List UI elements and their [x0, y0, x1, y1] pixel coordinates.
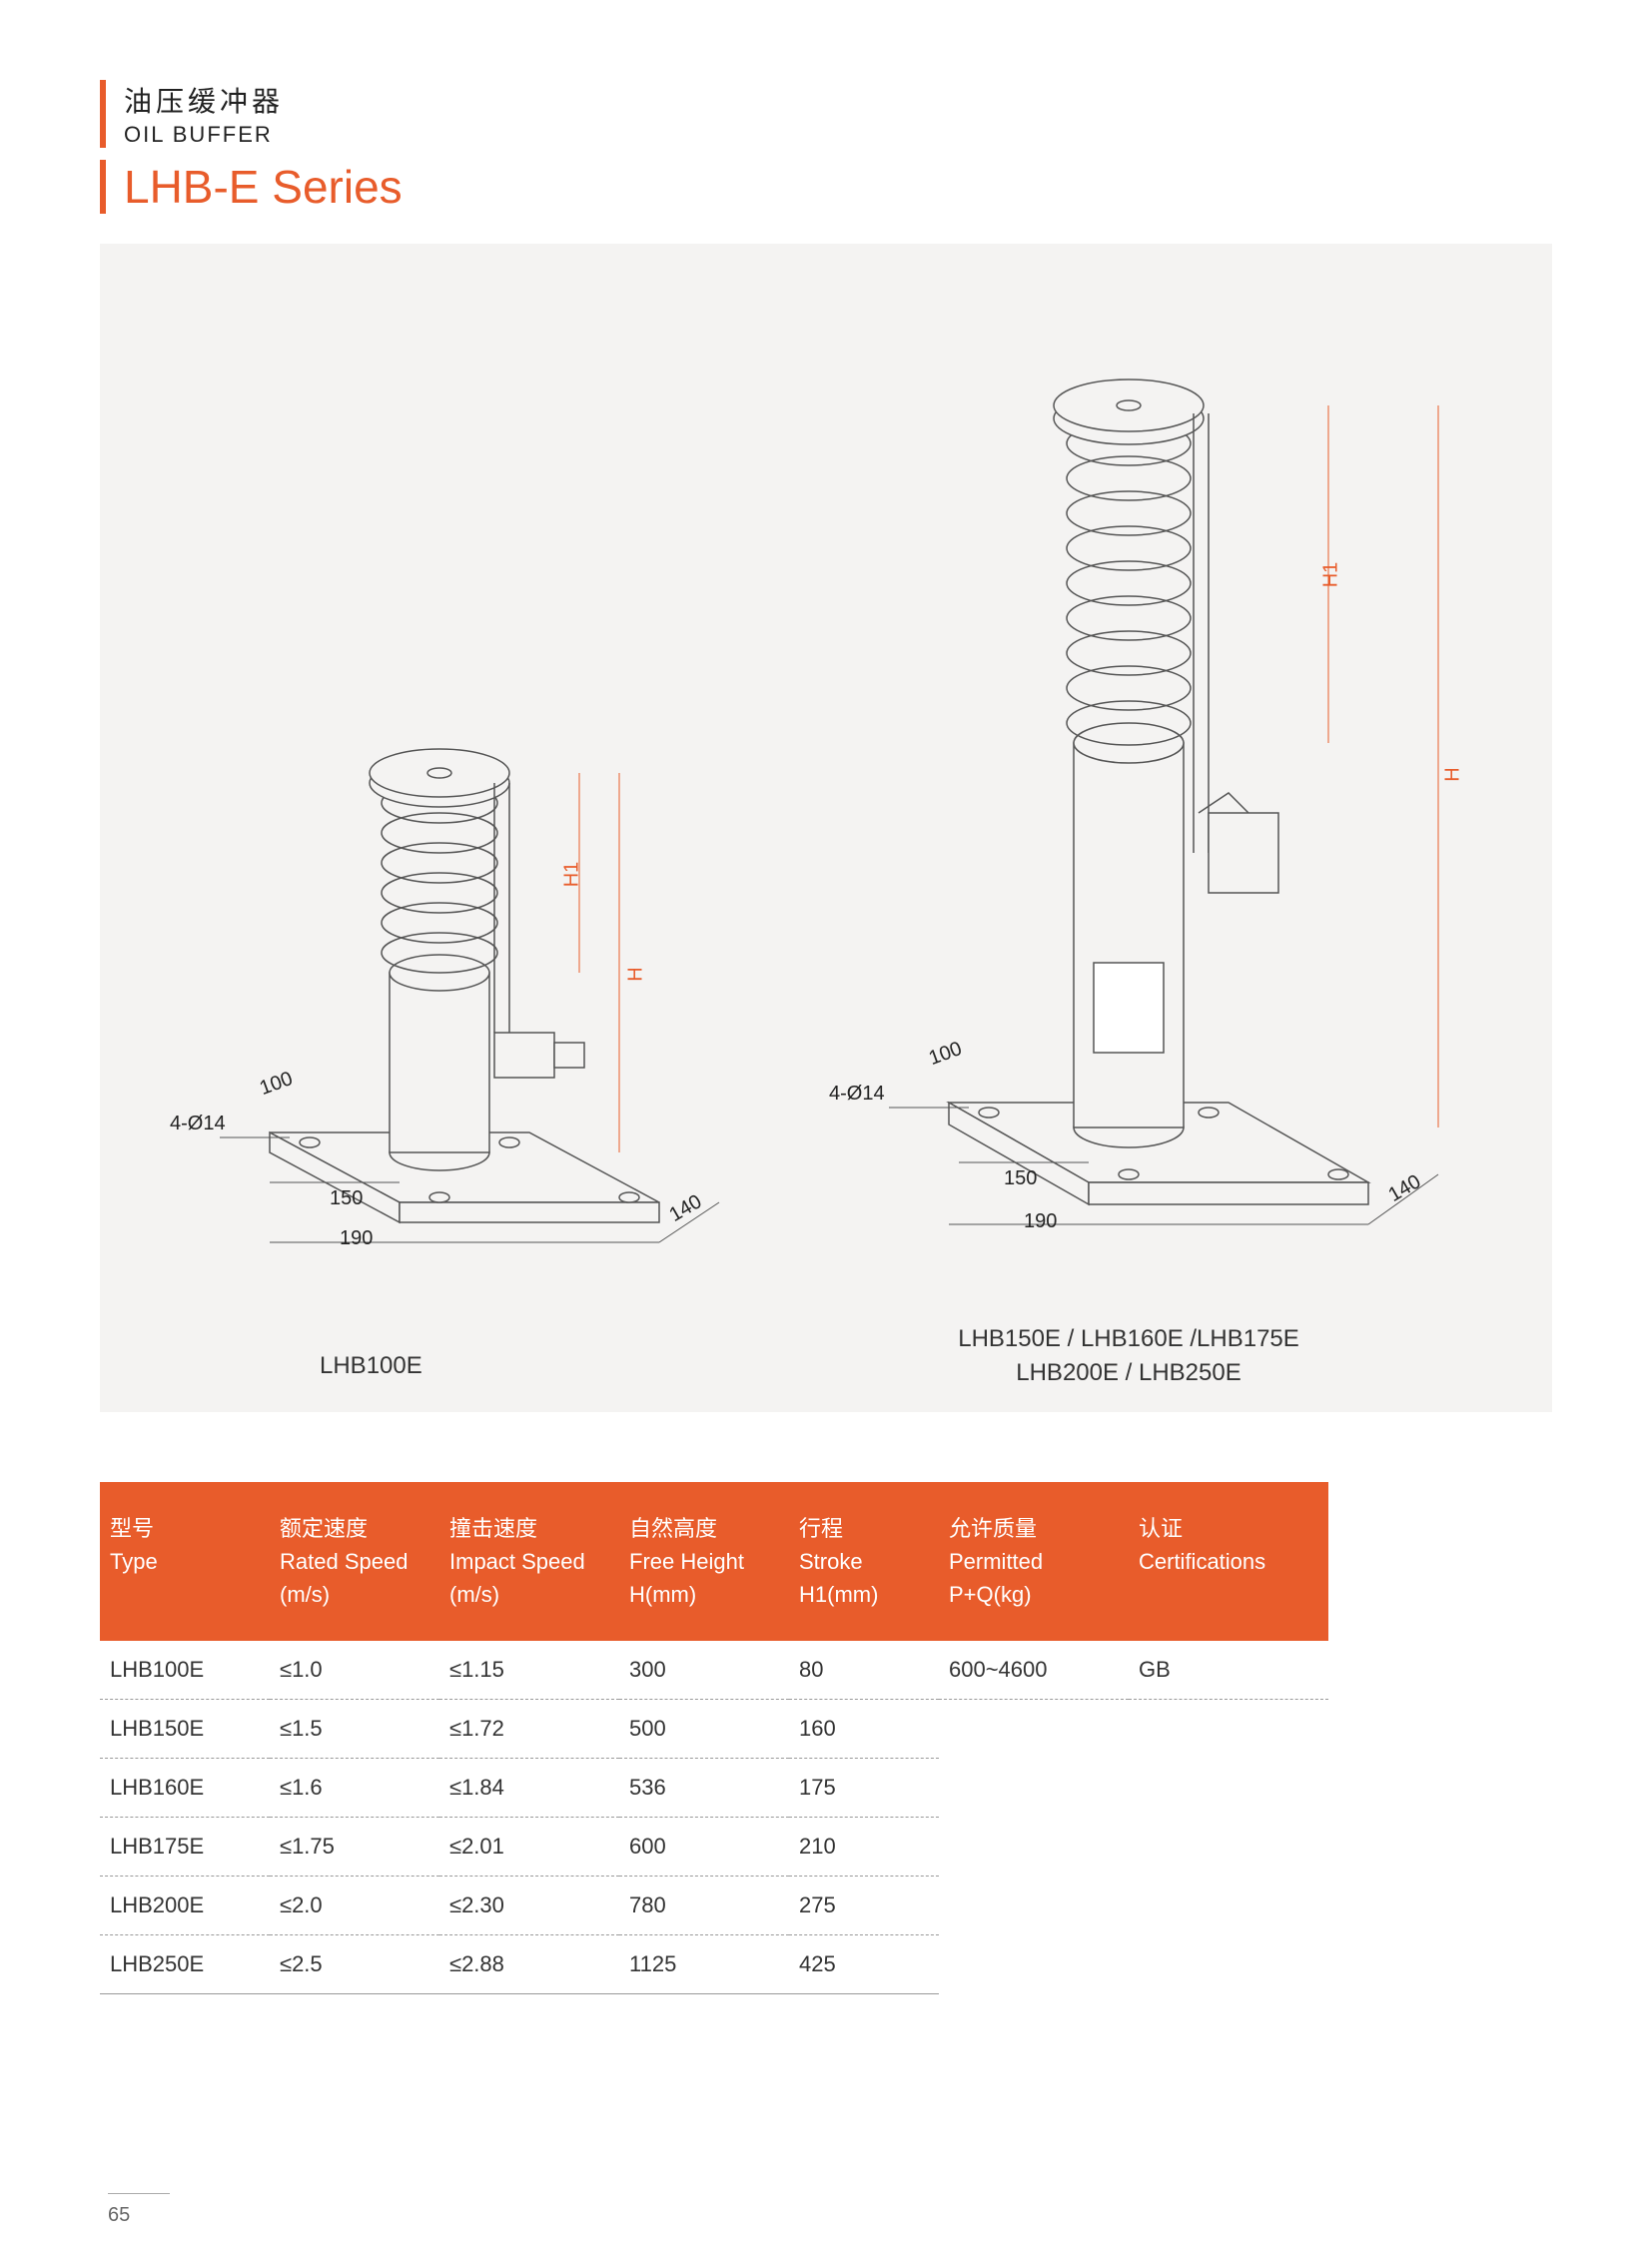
table-cell: ≤2.88 [439, 1935, 619, 1994]
th-cn: 型号 [110, 1512, 260, 1545]
th-en: Impact Speed [449, 1545, 609, 1578]
caption-right-line1: LHB150E / LHB160E /LHB175E [899, 1322, 1358, 1356]
series-title: LHB-E Series [100, 160, 1552, 214]
diagram-lhb100e: 4-Ø14 100 150 190 140 H H1 [160, 643, 759, 1287]
table-header: 认证Certifications [1129, 1482, 1328, 1641]
th-en: Stroke [799, 1545, 929, 1578]
spec-table: 型号Type额定速度Rated Speed(m/s)撞击速度Impact Spe… [100, 1482, 1552, 1994]
table-cell: ≤1.5 [270, 1700, 439, 1759]
table-cell: ≤2.01 [439, 1818, 619, 1877]
th-cn: 认证 [1139, 1512, 1318, 1545]
th-en: Permitted [949, 1545, 1119, 1578]
table-cell: ≤1.0 [270, 1641, 439, 1700]
table-cell: ≤2.30 [439, 1877, 619, 1935]
caption-right: LHB150E / LHB160E /LHB175E LHB200E / LHB… [899, 1322, 1358, 1389]
table-cell [1129, 1759, 1328, 1818]
dim-190-right: 190 [1024, 1210, 1057, 1233]
table-cell: LHB200E [100, 1877, 270, 1935]
th-en: Rated Speed [280, 1545, 429, 1578]
caption-left: LHB100E [320, 1352, 422, 1380]
table-header: 型号Type [100, 1482, 270, 1641]
table-header: 行程StrokeH1(mm) [789, 1482, 939, 1641]
table-cell: 210 [789, 1818, 939, 1877]
th-cn: 额定速度 [280, 1512, 429, 1545]
table-cell: LHB160E [100, 1759, 270, 1818]
th-unit: (m/s) [449, 1578, 609, 1611]
table-cell: 536 [619, 1759, 789, 1818]
table-cell: ≤1.75 [270, 1818, 439, 1877]
table-cell: 600 [619, 1818, 789, 1877]
table-cell: 160 [789, 1700, 939, 1759]
dim-hole-left: 4-Ø14 [170, 1113, 226, 1135]
table-cell: ≤2.5 [270, 1935, 439, 1994]
page-number: 65 [108, 2193, 170, 2227]
th-cn: 行程 [799, 1512, 929, 1545]
table-cell: 425 [789, 1935, 939, 1994]
table-cell [939, 1700, 1129, 1759]
table-cell: 600~4600 [939, 1641, 1129, 1700]
dim-H-right: H [1442, 767, 1465, 781]
table-cell: LHB250E [100, 1935, 270, 1994]
table-cell: LHB100E [100, 1641, 270, 1700]
dim-H1-right: H1 [1319, 562, 1342, 588]
dim-hole-right: 4-Ø14 [829, 1083, 885, 1106]
table-cell: LHB175E [100, 1818, 270, 1877]
table-cell: ≤1.6 [270, 1759, 439, 1818]
table-header: 自然高度Free HeightH(mm) [619, 1482, 789, 1641]
table-cell: 80 [789, 1641, 939, 1700]
table-cell: 300 [619, 1641, 789, 1700]
th-en: Free Height [629, 1545, 779, 1578]
table-cell [1129, 1700, 1328, 1759]
th-cn: 撞击速度 [449, 1512, 609, 1545]
table-cell: GB [1129, 1641, 1328, 1700]
table-cell [939, 1935, 1129, 1994]
th-unit: H1(mm) [799, 1578, 929, 1611]
table-cell [939, 1818, 1129, 1877]
th-en: Type [110, 1545, 260, 1578]
th-cn: 自然高度 [629, 1512, 779, 1545]
table-cell [1129, 1818, 1328, 1877]
table-cell [1129, 1935, 1328, 1994]
th-en: Certifications [1139, 1545, 1318, 1578]
table-cell: 500 [619, 1700, 789, 1759]
title-en: OIL BUFFER [124, 122, 1552, 148]
dim-H-left: H [625, 967, 648, 981]
table-header: 撞击速度Impact Speed(m/s) [439, 1482, 619, 1641]
table-cell: ≤2.0 [270, 1877, 439, 1935]
table-cell: LHB150E [100, 1700, 270, 1759]
diagram-panel: 4-Ø14 100 150 190 140 H H1 LHB100E [100, 244, 1552, 1412]
title-cn: 油压缓冲器 [124, 80, 1552, 120]
dim-150-left: 150 [330, 1187, 363, 1210]
table-cell: 275 [789, 1877, 939, 1935]
caption-right-line2: LHB200E / LHB250E [899, 1356, 1358, 1390]
page-header: 油压缓冲器 OIL BUFFER [100, 80, 1552, 148]
table-header: 额定速度Rated Speed(m/s) [270, 1482, 439, 1641]
th-unit: H(mm) [629, 1578, 779, 1611]
table-header: 允许质量PermittedP+Q(kg) [939, 1482, 1129, 1641]
th-unit: (m/s) [280, 1578, 429, 1611]
table-cell [1129, 1877, 1328, 1935]
table-cell: 175 [789, 1759, 939, 1818]
table-cell: ≤1.15 [439, 1641, 619, 1700]
table-cell: ≤1.72 [439, 1700, 619, 1759]
table-cell [939, 1759, 1129, 1818]
dim-150-right: 150 [1004, 1167, 1037, 1190]
table-cell: 780 [619, 1877, 789, 1935]
th-unit: P+Q(kg) [949, 1578, 1119, 1611]
dim-190-left: 190 [340, 1227, 373, 1250]
table-cell: 1125 [619, 1935, 789, 1994]
diagram-lhb150e-etc: 4-Ø14 100 150 190 140 H H1 [829, 314, 1508, 1277]
table-cell: ≤1.84 [439, 1759, 619, 1818]
table-cell [939, 1877, 1129, 1935]
dim-H1-left: H1 [560, 862, 583, 888]
th-cn: 允许质量 [949, 1512, 1119, 1545]
